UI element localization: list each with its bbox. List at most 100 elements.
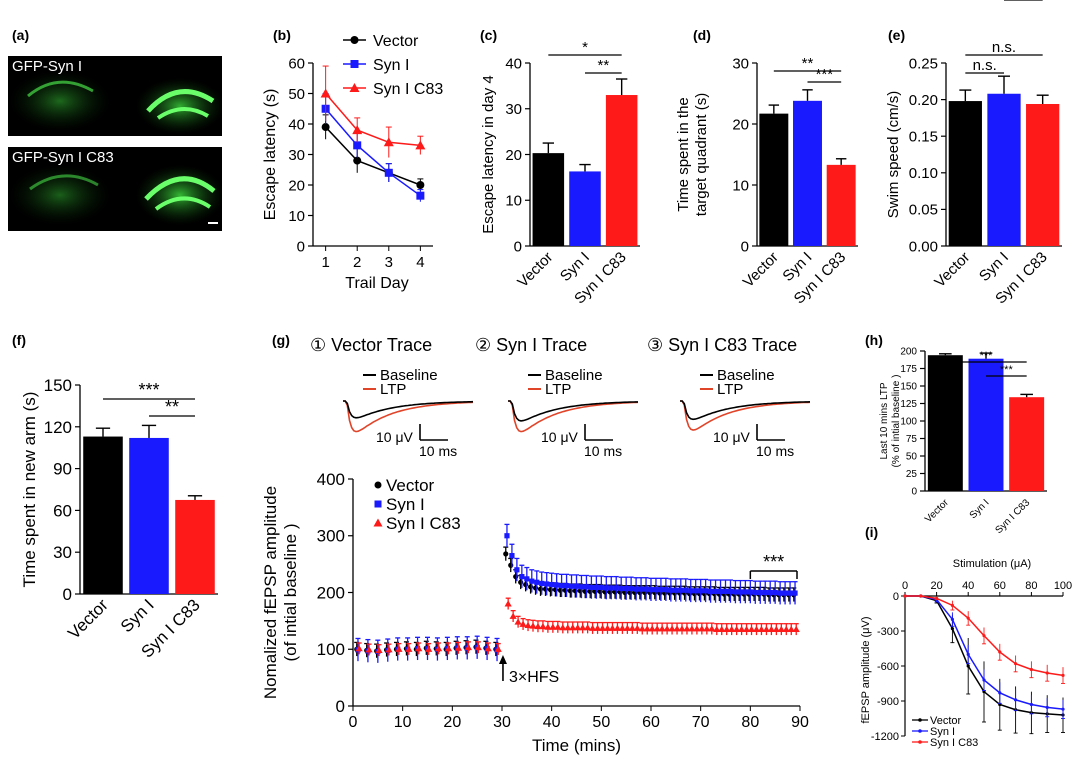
legend-label: Syn I [386,495,425,514]
category-label: Syn I [968,497,992,521]
y-tick-label: 200 [900,347,917,358]
bar-syn-i-c83 [1026,103,1060,246]
y-axis-label-line: Nomalized fEPSP amplitude [261,486,280,699]
series-line-1 [325,108,421,197]
data-point [668,625,676,632]
data-point [320,88,331,98]
data-point [678,625,686,632]
data-point [509,612,517,619]
bar-vector [83,436,123,594]
data-point [717,588,724,594]
data-point [603,624,612,631]
trace-ltp [343,400,474,433]
significance-label: ** [165,397,179,417]
panel-label-f: (f) [12,332,26,348]
x-axis-label: Stimulation (μA) [953,558,1031,570]
data-point [384,168,393,177]
data-point [529,578,535,584]
data-point [683,625,691,632]
data-point [950,603,955,607]
data-point [643,625,651,632]
data-point [519,574,525,580]
data-point [534,622,542,630]
trace-title: ③ Syn I C83 Trace [647,335,797,355]
y-tick-label: 60 [53,501,72,520]
y-tick-label: -900 [877,696,899,708]
bar-vector [532,153,565,246]
y-tick-label: 0 [514,238,522,255]
y-tick-label: 25 [906,469,918,480]
data-point [514,618,522,625]
data-point [658,625,666,632]
category-label: Syn I [117,595,158,636]
x-tick-label: 60 [994,580,1006,592]
y-axis-label-line: target quadrant (s) [693,93,710,216]
data-point [648,625,656,632]
y-axis-label: Time spent in new arm (s) [20,392,39,588]
y-tick-label: 150 [44,376,72,395]
data-point [588,584,594,590]
y-tick-label: 0.15 [909,128,938,145]
bar-syn-i [968,358,1004,491]
data-point [598,584,604,590]
data-point [683,587,689,593]
data-point [623,624,631,631]
data-point [1029,702,1033,707]
significance-label: n.s. [973,57,997,74]
data-point [678,587,684,593]
panel-label-h: (h) [865,332,883,348]
micrograph-label: GFP-Syn I C83 [12,149,114,166]
y-tick-label: 30 [732,55,749,72]
scale-label-voltage: 10 μV [541,429,579,445]
data-point [563,583,570,589]
data-point [673,587,679,593]
data-point [663,625,671,632]
y-tick-label: 175 [900,364,917,375]
y-tick-label: 0.05 [909,202,938,219]
data-point [643,586,649,592]
y-axis-label-line: (of intial baseline ) [281,524,300,662]
x-tick-label: 20 [443,714,461,731]
data-point [713,625,721,632]
bar-syn-i-c83 [1009,397,1045,491]
x-axis-label: Trail Day [345,275,408,292]
data-point [935,596,939,600]
y-tick-label: 100 [317,640,345,659]
data-point [732,589,739,595]
y-tick-label: 0.25 [909,55,938,72]
data-point [349,83,360,92]
panel-label-a: (a) [12,27,29,43]
x-tick-label: 10 [394,714,412,731]
data-point [623,585,629,592]
x-tick-label: 60 [642,714,660,731]
y-tick-label: 30 [53,543,72,562]
data-point [703,625,711,632]
data-point [663,587,669,593]
data-point [633,586,639,592]
y-tick-label: 30 [288,147,305,164]
y-tick-label: 0.10 [909,165,938,182]
data-point [777,590,783,596]
data-point [544,581,550,587]
data-point [998,691,1002,695]
x-tick-label: 90 [791,714,809,731]
series-line-2 [325,93,421,147]
y-tick-label: 100 [900,417,917,428]
y-tick-label: 10 [732,177,749,194]
category-label: Vector [923,497,951,525]
panel-label-i: (i) [865,524,878,540]
y-tick-label: 40 [288,116,305,133]
data-point [708,588,714,594]
y-tick-label: 75 [906,434,918,445]
legend-label: Vector [373,33,419,50]
data-point [1045,705,1049,710]
x-tick-label: 100 [1054,580,1072,592]
data-point [554,623,562,630]
y-tick-label: 0 [911,487,917,498]
data-point [559,583,565,589]
y-tick-label: 0 [741,238,749,255]
x-axis-label: Time (mins) [532,736,621,755]
